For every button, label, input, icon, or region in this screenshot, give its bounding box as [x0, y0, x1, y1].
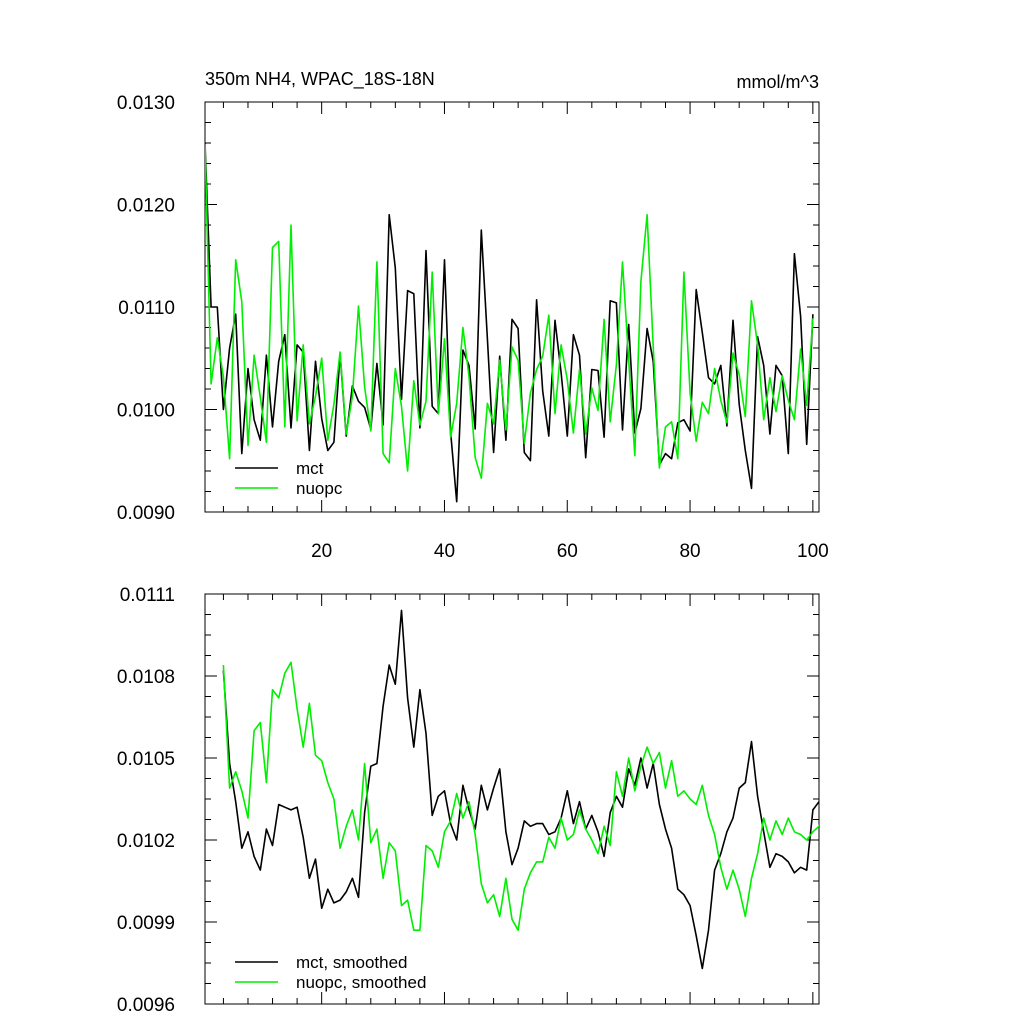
x-tick-label: 60: [557, 541, 578, 562]
x-tick-label: 20: [311, 541, 332, 562]
series-line-nuopc-smoothed: [222, 661, 819, 932]
y-tick-label: 0.0090: [117, 503, 175, 524]
bottom-panel: 0.0096 0.0099 0.0102 0.0105 0.0108 0.0111 mct,…: [117, 585, 820, 1016]
plot-frame: [204, 101, 820, 513]
top-panel: 20 40 60 80 100 0.0090 0.0100 0.0110 0.0120 0.013…: [117, 69, 829, 562]
legend-label: nuopc, smoothed: [296, 973, 426, 992]
y-tick-label: 0.0099: [117, 913, 175, 934]
x-tick-label: 100: [797, 541, 829, 562]
y-tick-label: 0.0096: [117, 995, 175, 1016]
chart-title: 350m NH4, WPAC_18S-18N: [205, 69, 435, 90]
plot-frame: [204, 593, 820, 1005]
legend-label: nuopc: [296, 479, 343, 498]
y-tick-label: 0.0105: [117, 749, 175, 770]
units-label: mmol/m^3: [737, 72, 819, 92]
y-tick-label: 0.0120: [117, 196, 175, 217]
x-tick-label: 80: [679, 541, 700, 562]
legend-label: mct, smoothed: [296, 953, 408, 972]
y-tick-label: 0.0130: [117, 93, 175, 114]
legend-label: mct: [296, 459, 324, 478]
series-line-mct-smoothed: [222, 609, 819, 970]
series-line-nuopc: [205, 143, 814, 480]
y-tick-label: 0.0111: [120, 585, 175, 606]
x-tick-label: 40: [434, 541, 455, 562]
series-line-mct: [205, 142, 814, 503]
y-tick-label: 0.0102: [117, 831, 175, 852]
y-tick-label: 0.0100: [117, 401, 175, 422]
y-tick-label: 0.0108: [117, 667, 175, 688]
y-tick-label: 0.0110: [118, 298, 175, 319]
